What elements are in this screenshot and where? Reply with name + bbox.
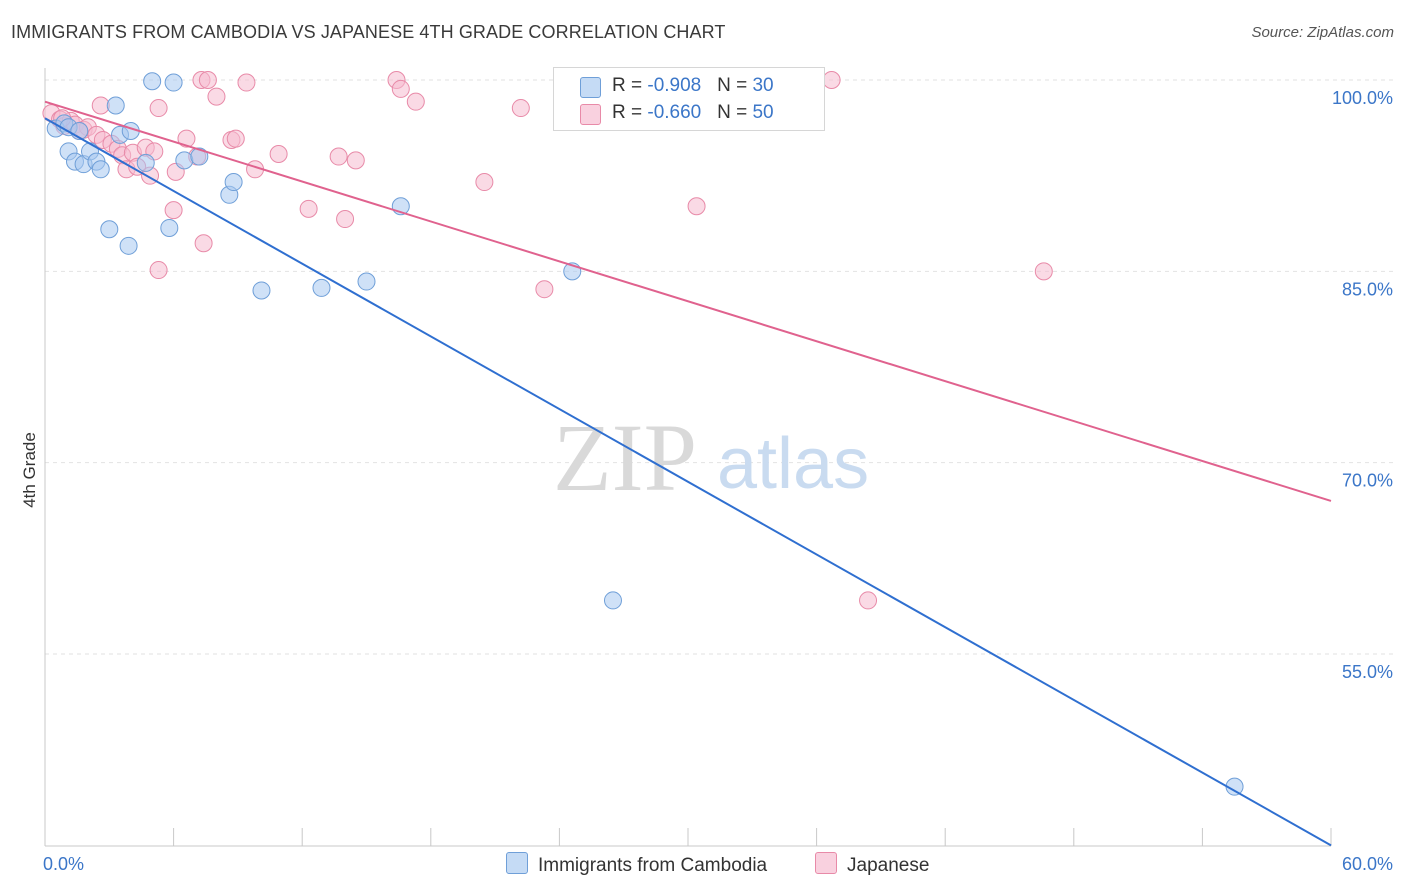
chart-title: IMMIGRANTS FROM CAMBODIA VS JAPANESE 4TH… [11, 22, 726, 42]
legend-row-japanese: R = -0.660 N = 50 [554, 101, 824, 127]
data-point-cambodia [160, 218, 179, 237]
data-point-cambodia [164, 73, 183, 92]
legend-swatch-japanese [580, 104, 601, 125]
data-point-japanese [822, 71, 841, 89]
data-point-japanese [149, 261, 168, 280]
r-value: -0.908 [647, 75, 702, 96]
n-value: 30 [752, 75, 774, 96]
data-point-cambodia [357, 272, 376, 291]
data-point-cambodia [106, 96, 125, 115]
trend-layer [44, 100, 1332, 847]
x-tick-label: 60.0% [1342, 854, 1393, 874]
y-tick-label: 100.0% [1332, 88, 1393, 108]
legend-row-cambodia: R = -0.908 N = 30 [554, 74, 824, 100]
data-point-cambodia [224, 173, 243, 192]
data-point-cambodia [100, 220, 119, 239]
n-label: N = [717, 75, 753, 96]
data-point-cambodia [136, 153, 155, 172]
data-point-japanese [194, 234, 213, 253]
data-point-japanese [177, 129, 196, 148]
y-axis-label: 4th Grade [20, 432, 39, 508]
data-point-japanese [207, 87, 226, 106]
bottom-legend-swatch-japanese [815, 852, 837, 874]
data-point-japanese [336, 210, 355, 229]
data-point-japanese [859, 591, 878, 610]
data-point-japanese [198, 71, 217, 89]
legend-stats-cambodia: R = -0.908 N = 30 [612, 75, 774, 97]
data-point-japanese [269, 144, 288, 163]
data-point-japanese [91, 96, 110, 115]
legend-stats-japanese: R = -0.660 N = 50 [612, 102, 774, 124]
data-point-cambodia [175, 151, 194, 170]
bottom-legend-label-japanese: Japanese [847, 855, 930, 876]
data-point-japanese [329, 147, 348, 166]
tick-label-layer: 55.0% 70.0% 85.0% 100.0% 0.0% 60.0% [43, 88, 1393, 874]
grid-layer [45, 79, 1393, 655]
data-point-japanese [299, 199, 318, 218]
bottom-legend-japanese: Japanese [815, 852, 929, 877]
axis-layer [44, 68, 1332, 847]
bottom-legend-label-cambodia: Immigrants from Cambodia [538, 855, 768, 876]
n-label: N = [717, 102, 753, 123]
watermark-zip: ZIP [553, 404, 697, 511]
watermark-atlas: atlas [717, 424, 869, 504]
data-point-cambodia [252, 281, 271, 300]
data-point-cambodia [312, 278, 331, 297]
data-point-japanese [511, 99, 530, 118]
y-tick-label: 70.0% [1342, 471, 1393, 491]
chart-source: Source: ZipAtlas.com [1251, 24, 1394, 41]
x-tick-label: 0.0% [43, 854, 84, 874]
r-label: R = [612, 75, 648, 96]
data-point-japanese [346, 151, 365, 170]
points-layer [42, 71, 1244, 796]
trend-line-japanese [44, 100, 1332, 502]
data-point-japanese [687, 197, 706, 216]
data-point-japanese [406, 92, 425, 111]
data-point-japanese [1034, 262, 1053, 281]
data-point-japanese [164, 201, 183, 220]
data-point-cambodia [190, 147, 209, 166]
bottom-legend-swatch-cambodia [506, 852, 528, 874]
data-point-japanese [391, 79, 410, 98]
data-point-cambodia [119, 236, 138, 255]
r-value: -0.660 [647, 102, 702, 123]
r-label: R = [612, 102, 648, 123]
data-point-japanese [149, 99, 168, 118]
legend-swatch-cambodia [580, 77, 601, 98]
correlation-legend: R = -0.908 N = 30 R = -0.660 N = 50 [553, 67, 825, 131]
data-point-cambodia [91, 160, 110, 179]
data-point-japanese [475, 173, 494, 192]
n-value: 50 [752, 102, 774, 123]
data-point-japanese [226, 129, 245, 148]
y-tick-label: 55.0% [1342, 662, 1393, 682]
data-point-japanese [535, 280, 554, 299]
data-point-japanese [237, 73, 256, 92]
data-point-cambodia [603, 591, 622, 610]
trend-line-cambodia [44, 117, 1332, 847]
data-point-cambodia [143, 72, 162, 91]
y-tick-label: 85.0% [1342, 279, 1393, 299]
watermark: ZIP atlas [553, 404, 869, 511]
bottom-legend-cambodia: Immigrants from Cambodia [506, 852, 767, 877]
